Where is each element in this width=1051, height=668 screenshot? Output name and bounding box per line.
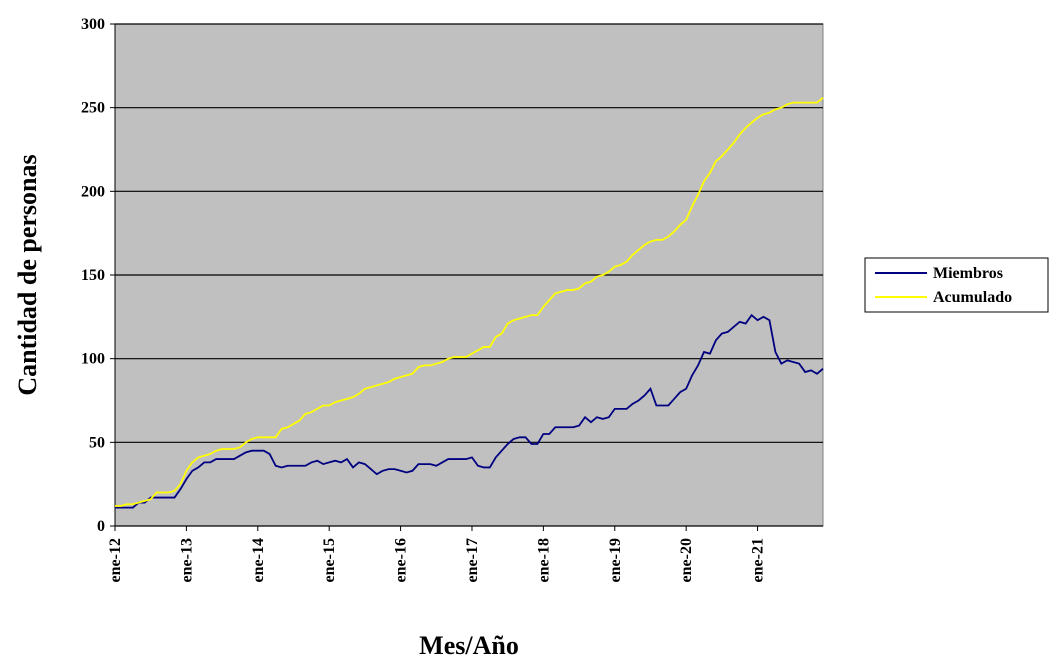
y-tick-label: 200 xyxy=(81,183,105,200)
y-tick-label: 300 xyxy=(81,16,105,33)
line-series xyxy=(115,313,824,509)
y-tick-label: 150 xyxy=(81,267,105,284)
x-tick-label: ene-15 xyxy=(321,538,338,582)
x-tick-label: ene-14 xyxy=(250,538,267,582)
y-tick-label: 250 xyxy=(81,100,105,117)
x-tick-label: ene-16 xyxy=(393,538,410,582)
legend-label: Acumulado xyxy=(933,289,1012,306)
x-tick-label: ene-13 xyxy=(178,538,195,582)
x-axis-title: Mes/Año xyxy=(419,631,519,660)
y-tick-label: 0 xyxy=(97,518,105,535)
x-tick-label: ene-17 xyxy=(464,538,481,582)
legend-label: Miembros xyxy=(933,265,1003,282)
legend-box xyxy=(864,257,1049,313)
x-tick-label: ene-12 xyxy=(107,538,124,582)
x-tick-label: ene-21 xyxy=(750,538,767,582)
x-tick-label: ene-20 xyxy=(678,538,695,582)
x-tick-label: ene-18 xyxy=(535,538,552,582)
y-tick-label: 50 xyxy=(89,434,105,451)
line-series xyxy=(115,96,824,507)
y-axis-title: Cantidad de personas xyxy=(13,154,42,395)
x-tick-label: ene-19 xyxy=(607,538,624,582)
y-tick-label: 100 xyxy=(81,351,105,368)
